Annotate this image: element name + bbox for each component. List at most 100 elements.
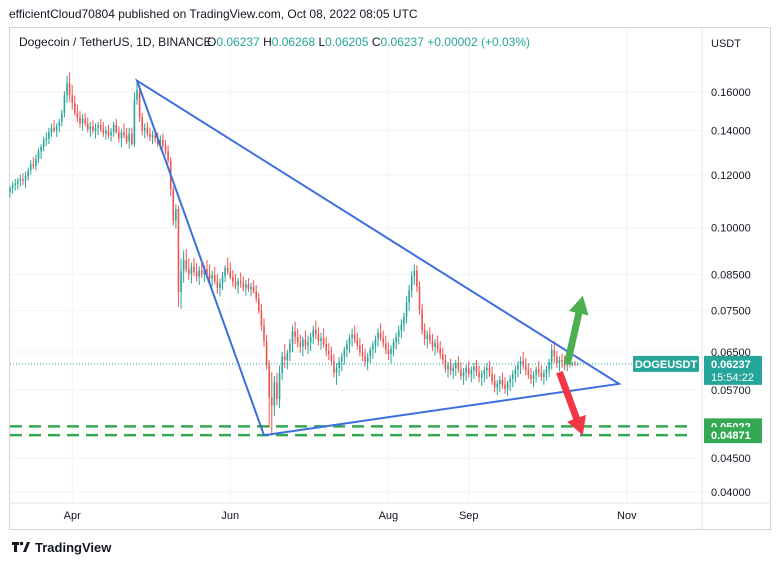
candle-body xyxy=(200,270,203,275)
candle-body xyxy=(548,361,550,370)
candle-body xyxy=(330,354,333,361)
candle-body xyxy=(143,127,146,131)
candle-body xyxy=(185,260,188,269)
candle-body xyxy=(16,180,19,184)
candle-body xyxy=(239,280,242,283)
x-tick-label: Sep xyxy=(459,510,479,522)
candle-body xyxy=(294,331,296,337)
candle-body xyxy=(304,339,307,346)
candle-body xyxy=(19,178,22,181)
candle-body xyxy=(397,330,400,337)
candle-body xyxy=(177,209,180,293)
x-tick-label: Aug xyxy=(379,510,399,522)
candle-body xyxy=(361,351,364,356)
publisher-line: efficientCloud70804 published on Trading… xyxy=(9,7,418,21)
candle-body xyxy=(99,124,102,130)
candle-body xyxy=(467,367,470,375)
candle-body xyxy=(408,290,410,303)
candle-body xyxy=(524,365,527,371)
candle-body xyxy=(278,372,281,400)
candle-body xyxy=(364,355,366,362)
symbol-title: Dogecoin / TetherUS, 1D, BINANCE xyxy=(19,35,212,49)
candle-body xyxy=(118,132,120,139)
candle-body xyxy=(403,316,405,325)
candle-body xyxy=(22,178,24,181)
candle-body xyxy=(102,129,105,134)
candle-body xyxy=(374,338,377,346)
candle-body xyxy=(366,356,369,362)
candle-body xyxy=(291,331,294,345)
candle-body xyxy=(449,365,452,372)
candle-body xyxy=(532,375,535,379)
candle-body xyxy=(499,379,501,384)
candle-body xyxy=(42,139,45,147)
y-tick-label: 0.12000 xyxy=(711,170,751,182)
candle-body xyxy=(92,126,94,131)
candle-body xyxy=(107,130,110,136)
candle-body xyxy=(356,339,359,346)
candle-body xyxy=(213,275,216,282)
candle-body xyxy=(315,329,317,335)
candle-body xyxy=(164,145,167,152)
candle-body xyxy=(395,336,397,343)
candle-body xyxy=(138,90,141,118)
candle-body xyxy=(410,276,413,291)
candle-body xyxy=(501,379,504,385)
candle-body xyxy=(348,338,351,345)
candle-body xyxy=(188,268,190,274)
candle-body xyxy=(377,332,379,339)
candle-body xyxy=(115,124,118,133)
candle-body xyxy=(237,280,239,286)
candle-body xyxy=(263,325,265,342)
footer: TradingView xyxy=(11,538,111,556)
candle-body xyxy=(527,370,530,376)
candle-body xyxy=(517,364,519,370)
arrow-up-icon xyxy=(563,295,589,365)
candle-body xyxy=(431,341,434,347)
candle-body xyxy=(81,118,84,124)
candle-body xyxy=(97,124,99,128)
symbol-tag-label: DOGEUSDT xyxy=(635,359,698,371)
candle-body xyxy=(211,275,213,279)
candle-body xyxy=(387,349,390,355)
y-tick-label: 0.16000 xyxy=(711,87,751,99)
y-tick-label: 0.04500 xyxy=(711,453,751,465)
candle-body xyxy=(566,363,569,366)
candle-body xyxy=(268,364,270,398)
candle-body xyxy=(416,270,418,287)
candle-body xyxy=(110,132,112,136)
candle-body xyxy=(426,334,429,339)
candle-body xyxy=(128,133,131,142)
candle-body xyxy=(270,397,273,406)
candle-body xyxy=(511,374,514,379)
candle-body xyxy=(302,339,304,347)
candle-body xyxy=(309,336,312,343)
candle-body xyxy=(219,283,221,288)
candle-body xyxy=(71,95,74,104)
candle-body xyxy=(180,271,182,293)
candle-body xyxy=(120,132,123,139)
candle-body xyxy=(190,266,193,274)
y-tick-label: 0.05700 xyxy=(711,385,751,397)
candle-body xyxy=(343,349,346,357)
candle-body xyxy=(66,83,68,96)
candle-body xyxy=(167,151,169,161)
candle-body xyxy=(35,158,37,166)
candle-body xyxy=(327,351,330,355)
chart-header: Dogecoin / TetherUS, 1D, BINANCE O0.0623… xyxy=(19,35,530,49)
candles xyxy=(9,72,579,436)
candle-body xyxy=(421,309,423,330)
candle-body xyxy=(40,146,42,152)
candle-body xyxy=(457,363,460,370)
candle-body xyxy=(392,342,395,349)
candle-body xyxy=(346,344,348,350)
candle-body xyxy=(182,260,185,272)
candle-body xyxy=(335,367,338,373)
ohlc-value: 0.06205 xyxy=(325,35,372,49)
candle-body xyxy=(506,382,509,389)
candle-body xyxy=(351,334,353,339)
y-tick-label: 0.06500 xyxy=(711,347,751,359)
candle-body xyxy=(149,133,151,137)
candle-body xyxy=(281,356,283,373)
